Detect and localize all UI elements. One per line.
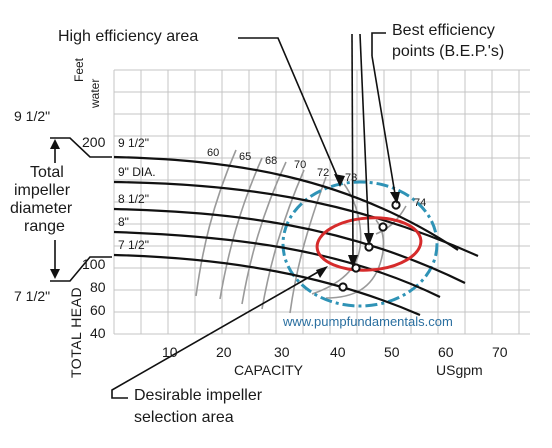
bep-leader-1	[371, 55, 397, 201]
desirable-label-line2: selection area	[134, 409, 234, 426]
y-tick-label: 100	[82, 256, 106, 272]
x-tick-label: 40	[330, 344, 346, 360]
impeller-label: 9" DIA.	[118, 165, 156, 179]
efficiency-label: 74	[414, 197, 427, 209]
bep-leader-2	[359, 33, 370, 243]
y-tick-label: 40	[90, 325, 106, 341]
efficiency-curve-60	[195, 149, 237, 297]
impeller-curve-7-1-2	[113, 253, 421, 317]
arrowhead	[316, 266, 328, 278]
total-impeller-line4: range	[24, 218, 65, 235]
efficiency-curve-72	[289, 176, 327, 314]
efficiency-label: 72	[317, 167, 330, 179]
efficiency-curve-65	[219, 157, 263, 300]
range-bracket-top	[50, 137, 112, 158]
arrowhead	[348, 255, 358, 268]
impeller-label: 7 1/2"	[118, 238, 149, 252]
range-bracket-bottom	[50, 256, 112, 282]
x-tick-label: 10	[162, 344, 178, 360]
arrowhead	[334, 174, 345, 187]
bep-point	[351, 263, 361, 273]
watermark: www.pumpfundamentals.com	[283, 314, 453, 329]
arrowhead	[50, 269, 60, 279]
y-tick-label: 80	[90, 279, 106, 295]
y-tick-label: 200	[82, 134, 106, 150]
bep-leader-frame	[371, 32, 386, 56]
impeller-label: 8"	[118, 215, 129, 229]
bep-label-line2: points (B.E.P.'s)	[392, 43, 505, 60]
impeller-curves	[113, 155, 479, 317]
high-efficiency-area-outline	[281, 180, 439, 308]
efficiency-label: 65	[239, 151, 252, 163]
arrowhead	[50, 139, 60, 149]
efficiency-curve-70	[261, 169, 305, 310]
impeller-curve-9-1-2	[113, 155, 459, 251]
efficiency-label: 60	[207, 147, 220, 159]
impeller-label: 9 1/2"	[118, 136, 149, 150]
x-tick-label: 30	[274, 344, 290, 360]
y-tick-label: 60	[90, 302, 106, 318]
x-axis-unit: USgpm	[436, 362, 483, 378]
impeller-curve-9	[113, 180, 479, 258]
bep-points	[338, 200, 401, 292]
efficiency-curve-68	[241, 161, 287, 305]
x-tick-label: 20	[216, 344, 232, 360]
x-tick-label: 50	[384, 344, 400, 360]
chart-grid	[113, 69, 530, 335]
desirable-leader	[111, 267, 326, 399]
bep-point	[338, 282, 348, 292]
unit-water-label: water	[88, 78, 102, 108]
arrowheads	[50, 139, 400, 279]
x-tick-label: 70	[492, 344, 508, 360]
efficiency-label: 70	[294, 159, 307, 171]
bep-leader-3	[351, 33, 354, 265]
unit-feet-label: Feet	[72, 57, 86, 82]
total-impeller-line2: impeller	[14, 182, 71, 199]
total-impeller-line1: Total	[30, 164, 64, 181]
x-axis-title: CAPACITY	[234, 362, 303, 378]
high-efficiency-leader	[238, 37, 341, 184]
efficiency-curve-73	[311, 183, 362, 295]
impeller-label: 8 1/2"	[118, 192, 149, 206]
impeller-curve-8	[113, 230, 441, 298]
arrowhead	[364, 233, 374, 246]
bep-point	[378, 222, 388, 232]
bep-point	[391, 200, 401, 210]
callout-leaders	[50, 32, 397, 399]
total-impeller-line3: diameter	[10, 200, 73, 217]
range-bottom-label: 7 1/2"	[14, 288, 51, 304]
range-top-label: 9 1/2"	[14, 108, 51, 124]
bep-label-line1: Best efficiency	[392, 22, 495, 39]
efficiency-label: 68	[265, 155, 278, 167]
high-efficiency-area-label: High efficiency area	[58, 28, 199, 45]
x-tick-label: 60	[438, 344, 454, 360]
efficiency-label: 73	[345, 172, 358, 184]
y-axis-title: TOTAL HEAD	[68, 286, 84, 378]
desirable-label-line1: Desirable impeller	[134, 387, 263, 404]
impeller-curve-8-1-2	[113, 207, 466, 284]
efficiency-curves	[195, 149, 407, 314]
arrowhead	[390, 192, 400, 204]
